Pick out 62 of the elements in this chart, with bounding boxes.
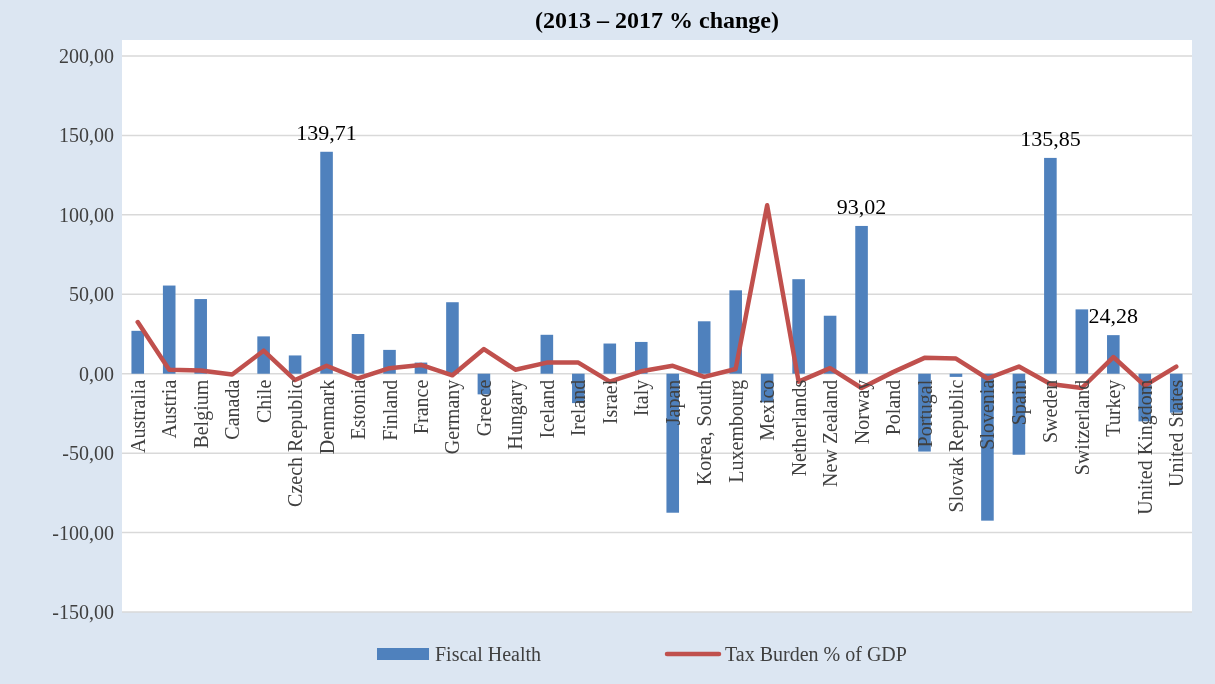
x-tick-label: Israel [598, 379, 621, 425]
x-tick-label: Slovak Republic [944, 379, 968, 513]
x-tick-label: Estonia [347, 379, 370, 440]
x-tick-label: Mexico [756, 379, 779, 441]
bar [1044, 157, 1057, 374]
x-tick-label: Spain [1007, 379, 1031, 426]
bar [1075, 309, 1089, 374]
x-tick-label: Netherlands [787, 379, 810, 477]
y-tick-label: -150,00 [52, 601, 114, 623]
x-tick-label: United Kingdom [1133, 379, 1157, 515]
legend-label: Fiscal Health [435, 643, 542, 665]
bar [603, 343, 617, 374]
x-tick-label: Ireland [567, 379, 590, 437]
bar [446, 302, 459, 374]
bar [162, 285, 176, 374]
y-tick-label: -50,00 [62, 442, 114, 465]
x-tick-label: Finland [378, 379, 401, 441]
x-tick-label: Portugal [913, 379, 937, 448]
data-label: 24,28 [1088, 303, 1139, 329]
bar [697, 321, 711, 374]
x-tick-label: Iceland [535, 379, 558, 439]
legend-label: Tax Burden % of GDP [725, 643, 907, 665]
bar [949, 373, 963, 377]
x-tick-label: Chile [252, 379, 275, 424]
y-tick-label: 0,00 [79, 362, 114, 385]
bar [351, 334, 365, 374]
x-tick-label: Japan [661, 379, 685, 426]
y-tick-label: 150,00 [59, 124, 114, 147]
x-tick-label: Turkey [1102, 379, 1126, 437]
bar [131, 330, 145, 374]
chart-title: (2013 – 2017 % change) [535, 7, 779, 33]
y-tick-label: 100,00 [59, 203, 114, 226]
data-label: 135,85 [1020, 125, 1081, 151]
x-tick-label: Switzerland [1070, 379, 1093, 476]
x-tick-label: Korea, South [693, 379, 716, 486]
y-tick-label: -100,00 [52, 521, 114, 544]
y-tick-label: 200,00 [59, 45, 114, 67]
x-tick-label: Denmark [315, 379, 338, 455]
x-tick-label: Australia [126, 379, 149, 454]
x-tick-label: Slovenia [976, 379, 999, 450]
x-tick-label: Luxembourg [724, 379, 748, 483]
bar [288, 355, 302, 374]
bar [320, 151, 333, 374]
y-tick-label: 50,00 [69, 283, 114, 306]
x-tick-label: Italy [630, 379, 654, 417]
bar [194, 299, 207, 374]
x-tick-label: Canada [221, 379, 244, 440]
x-tick-label: Germany [441, 379, 465, 455]
x-tick-label: United States [1165, 379, 1188, 487]
x-tick-label: Hungary [504, 379, 528, 450]
data-label: 139,71 [296, 119, 357, 145]
x-tick-label: Czech Republic [284, 379, 308, 507]
x-tick-label: France [409, 379, 432, 435]
x-tick-label: Belgium [189, 379, 213, 449]
data-label: 93,02 [836, 193, 887, 219]
x-tick-label: New Zealand [819, 379, 842, 487]
bar [855, 225, 868, 374]
x-tick-label: Sweden [1039, 379, 1062, 444]
x-tick-label: Greece [472, 379, 495, 437]
x-tick-label: Austria [158, 379, 181, 439]
x-tick-label: Poland [882, 379, 905, 436]
x-tick-label: Norway [850, 379, 874, 445]
